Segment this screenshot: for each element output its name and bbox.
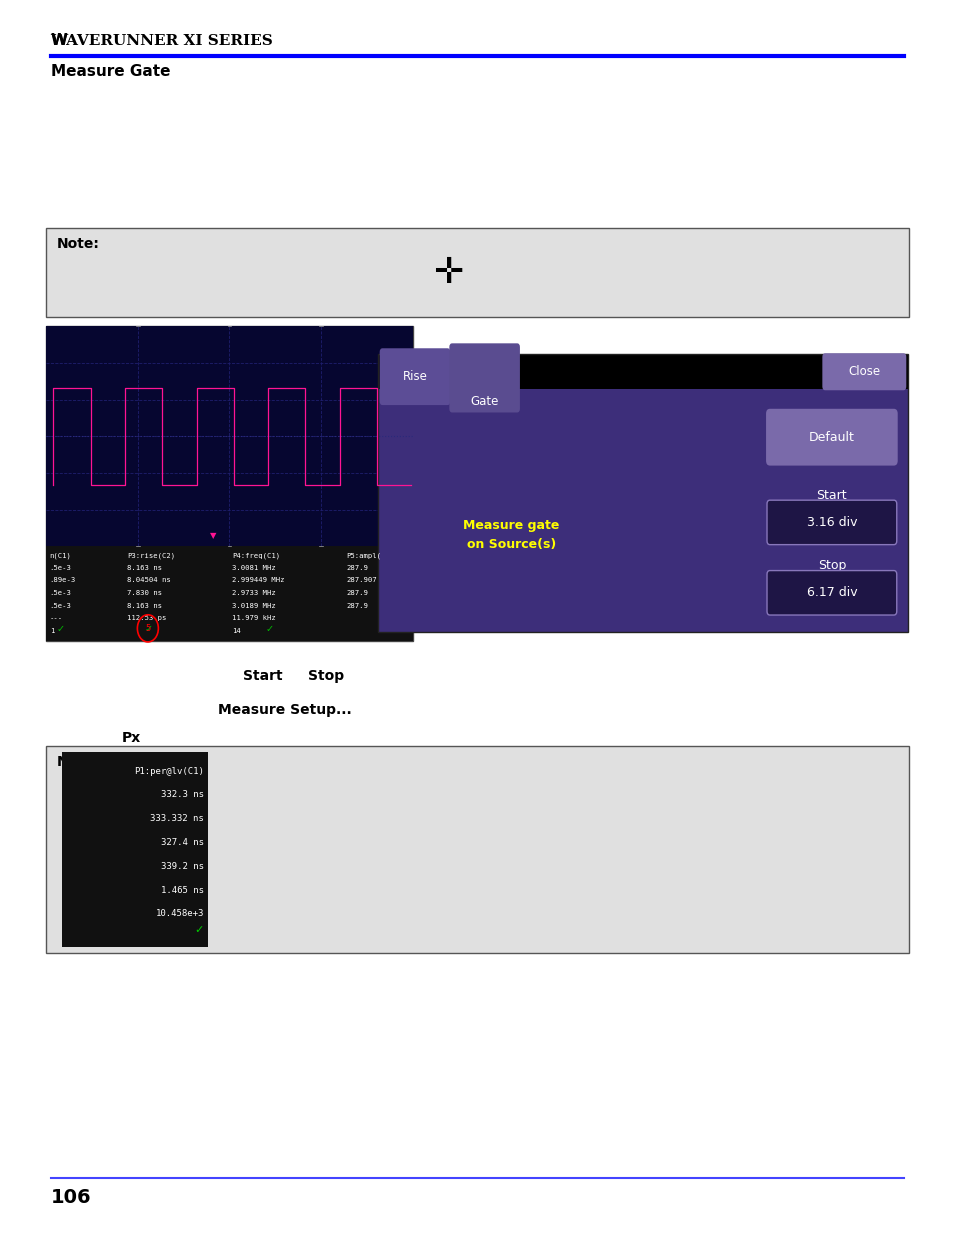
FancyBboxPatch shape xyxy=(766,500,896,545)
Text: .5e-3: .5e-3 xyxy=(50,603,71,609)
FancyBboxPatch shape xyxy=(766,571,896,615)
Text: 332.3 ns: 332.3 ns xyxy=(161,790,204,799)
Bar xyxy=(62,752,208,947)
Text: 3.0189 MHz: 3.0189 MHz xyxy=(232,603,275,609)
Text: 287.9: 287.9 xyxy=(346,590,368,597)
Text: Stop: Stop xyxy=(308,669,344,683)
Text: 339.2 ns: 339.2 ns xyxy=(161,862,204,871)
Text: 106: 106 xyxy=(51,1188,91,1207)
Text: Rise: Rise xyxy=(402,370,427,383)
Text: Gate: Gate xyxy=(470,395,498,408)
Text: Close: Close xyxy=(847,366,880,378)
FancyBboxPatch shape xyxy=(765,409,897,466)
Text: P5:ampl(: P5:ampl( xyxy=(346,552,381,558)
Text: 5: 5 xyxy=(145,624,151,632)
Text: Stop: Stop xyxy=(817,559,845,572)
FancyBboxPatch shape xyxy=(379,348,450,405)
FancyBboxPatch shape xyxy=(449,343,519,412)
FancyBboxPatch shape xyxy=(821,353,905,390)
Bar xyxy=(46,746,908,953)
Text: Measure Gate: Measure Gate xyxy=(51,64,170,79)
Text: WAVERUNNER XI SERIES: WAVERUNNER XI SERIES xyxy=(51,35,273,48)
Text: 8.163 ns: 8.163 ns xyxy=(127,564,162,571)
Text: 287.9: 287.9 xyxy=(346,603,368,609)
Text: 3.16 div: 3.16 div xyxy=(806,516,856,529)
Text: 1.465 ns: 1.465 ns xyxy=(161,885,204,894)
Text: Measure Setup...: Measure Setup... xyxy=(217,703,351,716)
Text: n(C1): n(C1) xyxy=(50,552,71,558)
Text: 3.0081 MHz: 3.0081 MHz xyxy=(232,564,275,571)
Text: Start: Start xyxy=(816,489,846,501)
Text: .89e-3: .89e-3 xyxy=(50,578,76,583)
Text: P3:rise(C2): P3:rise(C2) xyxy=(127,552,174,558)
Text: Note:: Note: xyxy=(57,237,100,251)
Text: ✛: ✛ xyxy=(433,256,463,290)
Text: 7.830 ns: 7.830 ns xyxy=(127,590,162,597)
Text: 287.907: 287.907 xyxy=(346,578,376,583)
Bar xyxy=(377,354,907,389)
Bar xyxy=(46,546,413,641)
Text: ✓: ✓ xyxy=(194,925,204,935)
Text: 2.9733 MHz: 2.9733 MHz xyxy=(232,590,275,597)
Text: 6.17 div: 6.17 div xyxy=(805,587,857,599)
Text: Start: Start xyxy=(243,669,283,683)
Text: ✓: ✓ xyxy=(145,624,152,634)
Text: 8.04504 ns: 8.04504 ns xyxy=(127,578,171,583)
Text: P4:freq(C1): P4:freq(C1) xyxy=(232,552,279,558)
Text: 2.999449 MHz: 2.999449 MHz xyxy=(232,578,284,583)
Text: ✓: ✓ xyxy=(266,624,274,634)
Text: 112.53 ps: 112.53 ps xyxy=(127,615,166,621)
Text: P1:per@lv(C1): P1:per@lv(C1) xyxy=(134,767,204,776)
Bar xyxy=(46,228,908,317)
Text: 14: 14 xyxy=(232,627,240,634)
Text: ✓: ✓ xyxy=(56,624,64,634)
Text: W: W xyxy=(51,33,68,48)
Text: Note:: Note: xyxy=(57,755,100,768)
Bar xyxy=(46,326,413,546)
Text: .5e-3: .5e-3 xyxy=(50,590,71,597)
Text: 10.458e+3: 10.458e+3 xyxy=(155,909,204,919)
Text: Measure gate
on Source(s): Measure gate on Source(s) xyxy=(462,519,559,551)
Bar xyxy=(377,389,907,632)
Text: 327.4 ns: 327.4 ns xyxy=(161,839,204,847)
Bar xyxy=(377,354,907,632)
Text: ---: --- xyxy=(50,615,63,621)
Bar xyxy=(46,326,413,641)
Text: Px: Px xyxy=(122,731,141,745)
Text: Default: Default xyxy=(808,431,854,443)
Text: 11.979 kHz: 11.979 kHz xyxy=(232,615,275,621)
Text: 287.9: 287.9 xyxy=(346,564,368,571)
Text: .5e-3: .5e-3 xyxy=(50,564,71,571)
Text: 1: 1 xyxy=(50,627,54,634)
Text: 8.163 ns: 8.163 ns xyxy=(127,603,162,609)
Text: 333.332 ns: 333.332 ns xyxy=(151,814,204,824)
Text: ▼: ▼ xyxy=(210,531,215,541)
